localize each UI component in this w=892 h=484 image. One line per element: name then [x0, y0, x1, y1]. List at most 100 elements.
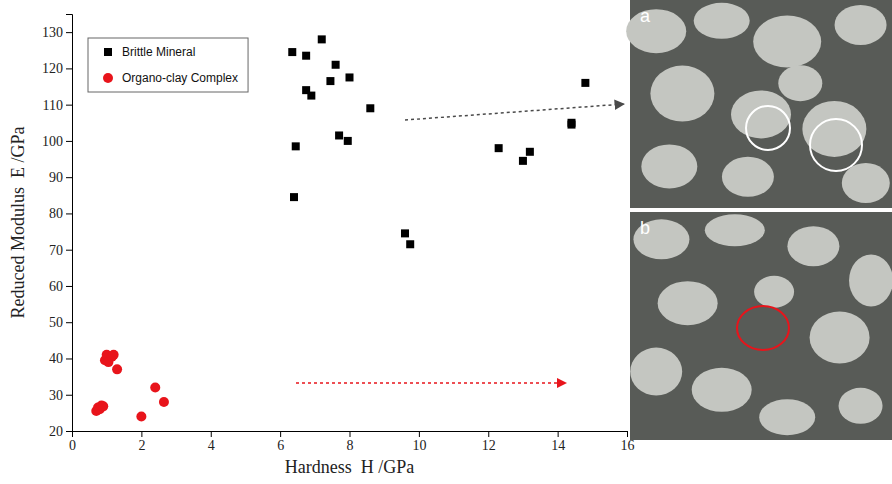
x-tick-label: 12: [482, 438, 496, 453]
photo-grain: [759, 399, 815, 435]
y-axis: 2030405060708090100110120130: [42, 15, 73, 439]
x-tick-mark: [280, 431, 281, 437]
photo-grain: [658, 281, 718, 325]
x-tick: 8: [347, 431, 354, 453]
x-tick-label: 4: [208, 438, 215, 453]
y-tick-label: 120: [42, 61, 63, 76]
y-tick-label: 110: [43, 98, 63, 113]
y-tick: 30: [49, 388, 72, 403]
x-tick-mark: [419, 431, 420, 437]
photo-grain: [722, 157, 774, 197]
y-tick-mark: [66, 250, 72, 251]
highlight-circle: [746, 106, 790, 150]
legend-label: Organo-clay Complex: [122, 71, 238, 85]
point: [292, 142, 300, 150]
panel-label: b: [640, 218, 650, 238]
point: [346, 73, 354, 81]
y-tick: 60: [49, 279, 72, 294]
y-tick-mark: [66, 32, 72, 33]
y-tick-mark: [66, 68, 72, 69]
x-axis-line: [73, 432, 628, 438]
point: [159, 397, 169, 407]
x-tick-mark: [558, 431, 559, 437]
y-tick-label: 90: [49, 170, 63, 185]
photo-panel: a: [626, 0, 892, 208]
y-tick-mark: [66, 286, 72, 287]
point: [581, 79, 589, 87]
x-tick: 14: [551, 431, 565, 453]
y-tick-label: 20: [49, 424, 63, 439]
point: [326, 77, 334, 85]
photo-grain: [650, 66, 714, 122]
x-tick-mark: [350, 431, 351, 437]
y-tick: 110: [43, 98, 72, 113]
photo-grain: [787, 226, 839, 266]
y-tick: 130: [42, 25, 72, 40]
x-tick-label: 10: [412, 438, 426, 453]
x-tick: 10: [412, 431, 426, 453]
x-tick: 2: [138, 431, 145, 453]
y-tick: 100: [42, 134, 72, 149]
x-tick-label: 8: [347, 438, 354, 453]
y-tick-label: 60: [49, 279, 63, 294]
x-tick: 4: [208, 431, 215, 453]
figure: ab02468101214162030405060708090100110120…: [0, 0, 892, 484]
x-tick-label: 6: [277, 438, 284, 453]
highlight-circle: [737, 306, 789, 350]
point: [290, 193, 298, 201]
x-tick-label: 14: [551, 438, 565, 453]
y-tick-mark: [66, 213, 72, 214]
point: [302, 52, 310, 60]
point: [495, 144, 503, 152]
y-tick-label: 50: [49, 315, 63, 330]
x-axis-title: Hardness H /GPa: [285, 457, 414, 477]
photo-panel: b: [630, 212, 892, 440]
photo-grain: [694, 3, 750, 39]
photo-grain: [835, 5, 887, 45]
point: [136, 411, 146, 421]
highlight-circle: [810, 119, 862, 171]
point: [318, 35, 326, 43]
photo-grain: [753, 16, 821, 68]
legend-marker: [103, 73, 113, 83]
photo-grain: [849, 254, 892, 306]
y-tick-label: 130: [42, 25, 63, 40]
photo-grain: [810, 311, 870, 363]
point: [406, 240, 414, 248]
point: [401, 229, 409, 237]
y-tick-label: 40: [49, 351, 63, 366]
x-tick-mark: [627, 431, 628, 437]
point: [112, 364, 122, 374]
x-tick: 12: [482, 431, 496, 453]
x-tick-mark: [488, 431, 489, 437]
y-tick: 90: [49, 170, 72, 185]
point: [568, 121, 576, 129]
point: [98, 401, 108, 411]
point: [344, 137, 352, 145]
photo-grain: [630, 348, 682, 396]
x-tick-label: 0: [69, 438, 76, 453]
point: [150, 382, 160, 392]
y-tick-label: 70: [49, 243, 63, 258]
panel-label: a: [640, 6, 651, 26]
legend-label: Brittle Mineral: [122, 45, 195, 59]
y-tick-mark: [66, 431, 72, 432]
photo-grain: [839, 388, 883, 424]
y-tick-mark: [66, 177, 72, 178]
photo-grain: [754, 276, 794, 308]
photo-grain: [641, 144, 697, 188]
y-tick-mark: [66, 141, 72, 142]
y-tick: 120: [42, 61, 72, 76]
x-tick: 16: [621, 431, 635, 453]
arrow: [296, 382, 566, 384]
point: [519, 157, 527, 165]
y-tick-mark: [66, 395, 72, 396]
y-axis-title: Reduced Modulus E /GPa: [8, 127, 28, 319]
photo-grain: [705, 214, 765, 246]
x-tick-mark: [141, 431, 142, 437]
series: [288, 35, 589, 248]
point: [366, 104, 374, 112]
legend-marker: [104, 48, 112, 56]
legend: Brittle Mineral Organo-clay Complex: [88, 38, 248, 92]
x-tick-label: 2: [138, 438, 145, 453]
